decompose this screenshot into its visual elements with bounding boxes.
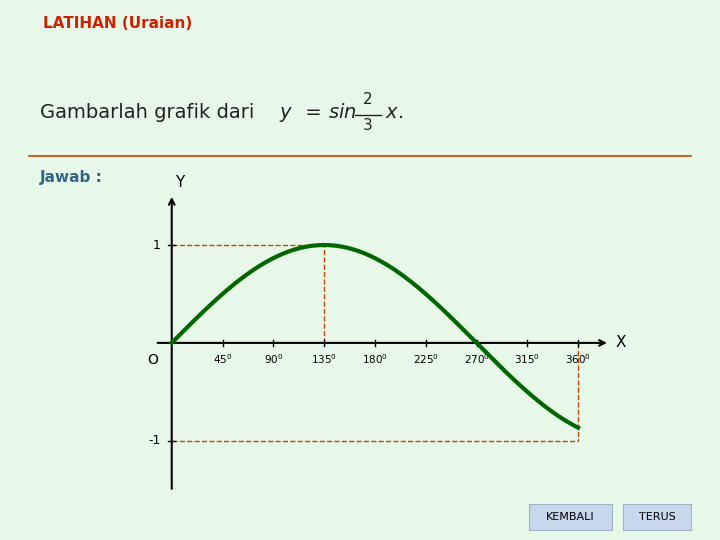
Text: O: O (148, 353, 158, 367)
Text: 360$^0$: 360$^0$ (565, 353, 591, 367)
Text: $x.$: $x.$ (385, 103, 403, 122)
Text: Gambarlah grafik dari: Gambarlah grafik dari (40, 103, 260, 122)
Text: Jawab :: Jawab : (40, 170, 102, 185)
Text: X: X (616, 335, 626, 350)
Text: 315$^0$: 315$^0$ (514, 353, 540, 367)
Text: 90$^0$: 90$^0$ (264, 353, 283, 367)
Text: 3: 3 (363, 118, 373, 133)
Text: 225$^0$: 225$^0$ (413, 353, 438, 367)
Text: 2: 2 (363, 92, 373, 107)
Text: TERUS: TERUS (639, 512, 675, 522)
Text: 270$^0$: 270$^0$ (464, 353, 490, 367)
Text: Y: Y (175, 175, 184, 190)
Text: -1: -1 (148, 434, 161, 447)
Text: 45$^0$: 45$^0$ (213, 353, 233, 367)
Text: LATIHAN (Uraian): LATIHAN (Uraian) (43, 16, 192, 31)
Text: $\mathit{sin}$: $\mathit{sin}$ (328, 103, 356, 122)
Text: KEMBALI: KEMBALI (546, 512, 595, 522)
Text: $y$: $y$ (279, 105, 294, 124)
Text: 1: 1 (153, 239, 161, 252)
Text: =: = (299, 103, 328, 122)
Text: 135$^0$: 135$^0$ (311, 353, 337, 367)
Text: 180$^0$: 180$^0$ (362, 353, 388, 367)
